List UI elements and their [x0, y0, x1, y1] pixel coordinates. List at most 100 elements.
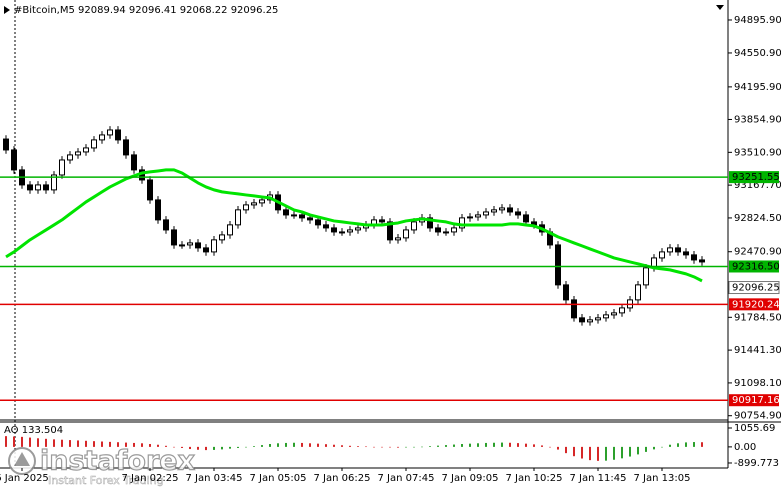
level-label: 93251.55: [732, 172, 780, 183]
candle-body: [339, 231, 345, 234]
candle-body: [155, 199, 161, 221]
ao-bar: [245, 446, 247, 448]
candle-body: [299, 214, 305, 219]
ao-bar: [581, 446, 583, 459]
candle-body: [499, 207, 505, 211]
candle-body: [187, 242, 193, 246]
candle-body: [683, 251, 689, 256]
candle-body: [91, 139, 97, 149]
y-tick-label: 92470.90: [734, 247, 781, 258]
candle-body: [51, 174, 57, 191]
candle-body: [83, 147, 89, 153]
ao-bar: [301, 442, 303, 447]
ao-bar: [173, 446, 175, 448]
level-label: 91920.24: [732, 299, 780, 310]
ao-bar: [61, 439, 63, 447]
candle-body: [595, 317, 601, 321]
ao-bar: [597, 446, 599, 461]
ao-bar: [325, 444, 327, 447]
level-label: 90917.16: [732, 395, 780, 406]
ao-bar: [421, 446, 423, 448]
last-price-label: 92096.25: [732, 283, 780, 294]
y-tick-label: 93167.70: [734, 180, 781, 191]
candle-body: [347, 229, 353, 233]
ao-bar: [605, 446, 607, 461]
ao-bar: [293, 442, 295, 447]
candle-body: [163, 219, 169, 231]
candle-body: [571, 299, 577, 319]
candle-body: [427, 217, 433, 229]
ao-bar: [413, 446, 415, 448]
ao-bar: [21, 436, 23, 447]
ao-bar: [493, 442, 495, 447]
ao-bar: [45, 438, 47, 447]
ao-bar: [485, 442, 487, 447]
candle-body: [3, 138, 9, 151]
ao-bar: [229, 446, 231, 449]
candle-body: [171, 229, 177, 246]
y-tick-label: 94195.90: [734, 82, 781, 93]
candle-body: [283, 209, 289, 216]
ao-bar: [389, 446, 391, 448]
ao-bar: [653, 446, 655, 450]
ao-bar: [205, 446, 207, 451]
candle-body: [323, 224, 329, 229]
ao-bar: [397, 446, 399, 448]
candle-body: [643, 267, 649, 286]
ao-bar: [165, 445, 167, 447]
ao-bar: [357, 446, 359, 447]
ao-bar: [549, 446, 551, 448]
candle-body: [483, 211, 489, 216]
ao-bar: [317, 443, 319, 447]
x-tick-label: 7 Jan 06:25: [314, 473, 371, 484]
ao-y-tick-label: -899.773: [734, 458, 779, 469]
candle-body: [115, 129, 121, 141]
ao-bar: [501, 442, 503, 447]
ao-bar: [37, 438, 39, 447]
ao-bar: [477, 443, 479, 447]
candle-body: [35, 184, 41, 191]
candle-body: [179, 244, 185, 247]
ao-bar: [221, 446, 223, 450]
candle-body: [395, 237, 401, 241]
ao-bar: [629, 446, 631, 457]
candle-body: [59, 159, 65, 176]
x-tick-label: 7 Jan 03:45: [186, 473, 243, 484]
ao-bar: [701, 442, 703, 447]
candle-body: [635, 284, 641, 301]
candle-body: [219, 234, 225, 241]
candle-body: [411, 221, 417, 231]
x-tick-label: 7 Jan 11:45: [570, 473, 627, 484]
candle-body: [27, 184, 33, 191]
level-label-box: [729, 260, 779, 273]
candle-body: [259, 199, 265, 204]
last-price-box: [728, 281, 780, 295]
candle-body: [691, 254, 697, 261]
candle-body: [515, 211, 521, 216]
candle-body: [579, 317, 585, 323]
ao-bar: [557, 446, 559, 450]
ao-y-tick-label: 0.00: [734, 442, 756, 453]
ao-bar: [621, 446, 623, 459]
ao-bar: [53, 439, 55, 447]
candle-body: [667, 247, 673, 253]
candle-body: [123, 139, 129, 156]
candle-body: [403, 229, 409, 239]
candle-body: [611, 312, 617, 316]
candle-body: [11, 149, 17, 171]
ao-bar: [125, 442, 127, 447]
ao-bar: [381, 446, 383, 448]
x-tick-label: 7 Jan 07:45: [378, 473, 435, 484]
ao-bar: [669, 444, 671, 447]
candle-body: [203, 247, 209, 253]
candle-body: [107, 129, 113, 136]
ao-bar: [533, 444, 535, 447]
ao-bar: [189, 446, 191, 450]
ao-bar: [445, 445, 447, 447]
ao-bar: [85, 440, 87, 447]
ao-bar: [5, 436, 7, 447]
x-tick-label: 7 Jan 10:25: [506, 473, 563, 484]
x-tick-label: 7 Jan 05:05: [250, 473, 307, 484]
ao-bar: [405, 446, 407, 448]
